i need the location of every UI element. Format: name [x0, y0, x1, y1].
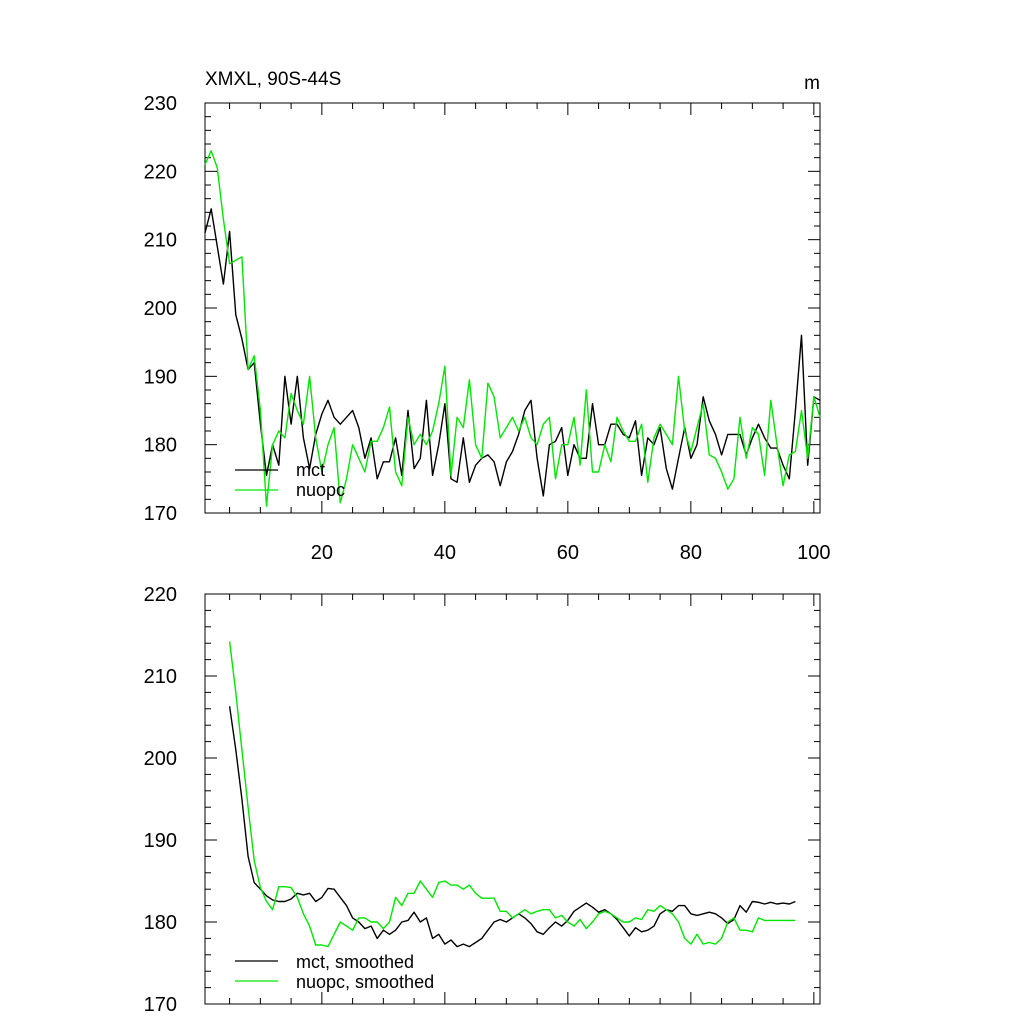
top-y-tick-label: 230 [144, 93, 177, 115]
top-panel: 170 180 190 200 210 220 230 20 40 60 80 100 XMXL, 9… [144, 69, 831, 564]
bottom-series-lines [228, 641, 796, 948]
bottom-y-tick-label: 210 [144, 666, 177, 688]
top-y-tick-label: 190 [144, 366, 177, 388]
bottom-ticks [205, 593, 820, 1005]
bottom-series-line-mct-smoothed [228, 706, 796, 948]
legend-label-nuopc-smoothed: nuopc, smoothed [296, 972, 434, 992]
bottom-legend: mct, smoothed nuopc, smoothed [235, 952, 434, 992]
top-units-label: m [804, 73, 820, 94]
top-series-lines [204, 150, 821, 507]
legend-label-mct: mct [296, 460, 325, 480]
top-y-tick-label: 220 [144, 161, 177, 183]
top-x-tick-label: 80 [680, 542, 702, 564]
bottom-y-tick-label: 220 [144, 584, 177, 606]
top-ticks [205, 102, 820, 514]
bottom-tick-labels: 170 180 190 200 210 220 [144, 584, 177, 1016]
top-y-tick-label: 210 [144, 230, 177, 252]
top-y-tick-label: 200 [144, 298, 177, 320]
legend-label-nuopc: nuopc [296, 480, 345, 500]
bottom-plot-frame [204, 593, 821, 1005]
top-x-tick-label: 100 [797, 542, 830, 564]
bottom-y-tick-label: 190 [144, 830, 177, 852]
bottom-series-line-nuopc-smoothed [228, 641, 796, 948]
bottom-y-tick-label: 170 [144, 994, 177, 1016]
top-y-tick-label: 170 [144, 503, 177, 525]
top-tick-labels: 170 180 190 200 210 220 230 20 40 60 80 100 [144, 93, 831, 564]
top-series-line-nuopc [204, 150, 821, 507]
top-chart-title: XMXL, 90S-44S [205, 69, 341, 90]
top-legend: mct nuopc [235, 460, 345, 500]
bottom-y-tick-label: 180 [144, 912, 177, 934]
top-series-line-mct [204, 208, 821, 497]
top-x-tick-label: 40 [434, 542, 456, 564]
bottom-panel: 170 180 190 200 210 220 mct, smoothed nuopc, … [144, 584, 821, 1016]
legend-label-mct-smoothed: mct, smoothed [296, 952, 414, 972]
top-x-tick-label: 60 [557, 542, 579, 564]
top-x-tick-label: 20 [311, 542, 333, 564]
bottom-y-tick-label: 200 [144, 748, 177, 770]
top-y-tick-label: 180 [144, 435, 177, 457]
